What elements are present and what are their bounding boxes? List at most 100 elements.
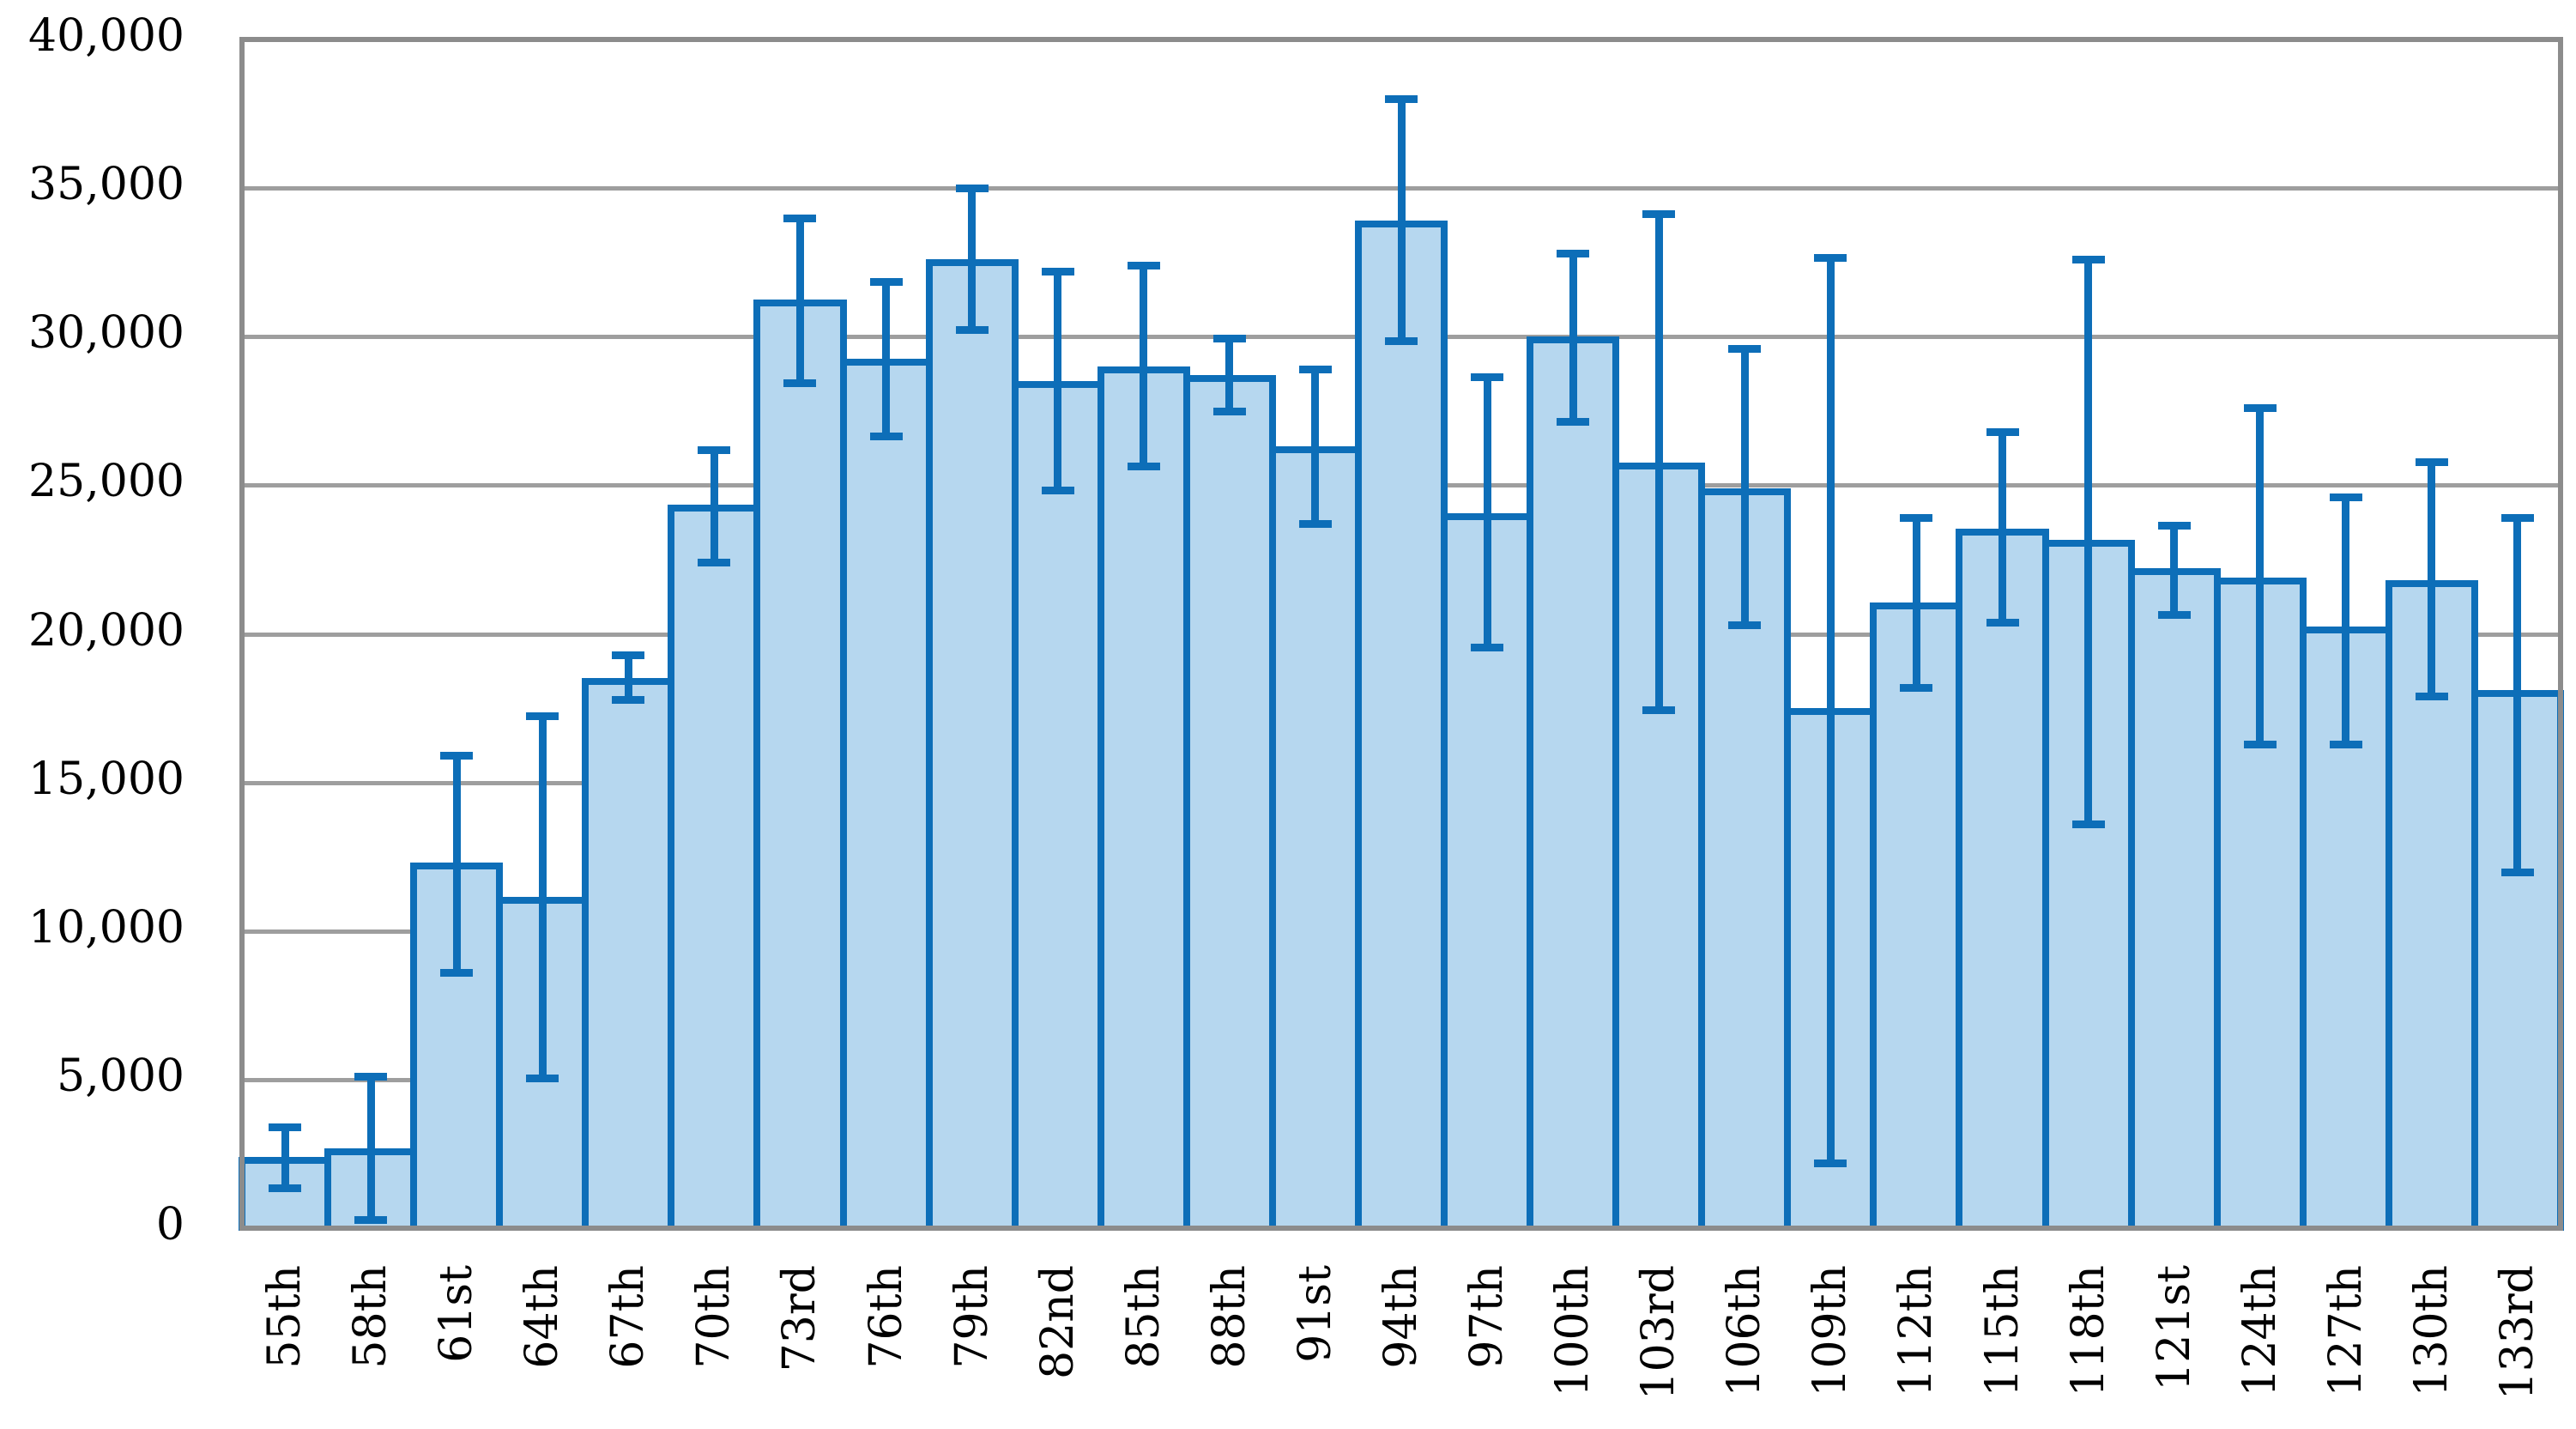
error-bar-line [1140, 265, 1148, 466]
error-bar-line [968, 188, 977, 330]
error-bar-cap-bottom [955, 325, 989, 334]
y-tick-label: 5,000 [57, 1050, 184, 1102]
error-bar-cap-bottom [698, 559, 731, 567]
y-tick-label: 20,000 [28, 604, 184, 657]
bar [839, 359, 933, 1231]
error-bar-cap-bottom [1127, 462, 1160, 470]
error-bar-cap-top [1728, 345, 1762, 354]
error-bar-cap-top [440, 752, 474, 760]
error-bar-line [795, 217, 804, 383]
error-bar-line [710, 449, 718, 563]
error-bar-cap-top [869, 278, 903, 287]
error-bar-cap-bottom [2157, 610, 2191, 619]
error-bar-cap-top [1557, 250, 1590, 258]
error-bar-cap-bottom [1642, 705, 1676, 714]
x-tick-label-text: 94th [1376, 1265, 1427, 1369]
error-bar-line [2342, 497, 2350, 744]
x-tick-label-text: 88th [1203, 1265, 1255, 1369]
x-tick-label-text: 109th [1805, 1265, 1857, 1397]
y-tick-label: 35,000 [28, 159, 184, 211]
error-bar-cap-bottom [2071, 820, 2105, 829]
x-tick-label-text: 70th [688, 1265, 741, 1369]
error-bar-cap-top [2243, 404, 2277, 413]
error-bar-cap-top [1471, 372, 1504, 381]
bar [1011, 381, 1104, 1231]
error-bar-line [2428, 461, 2436, 697]
error-bar-cap-top [612, 651, 645, 659]
x-tick-label-text: 127th [2319, 1265, 2372, 1397]
bar [1527, 336, 1620, 1231]
error-bar-cap-top [1041, 268, 1074, 276]
error-bar-cap-top [1986, 428, 2019, 437]
x-tick-label-text: 118th [2062, 1265, 2114, 1397]
x-axis-line [239, 1226, 2563, 1231]
error-bar-line [1999, 432, 2007, 622]
error-bar-line [2256, 408, 2265, 744]
bar [925, 259, 1019, 1231]
error-bar-cap-top [1385, 95, 1418, 104]
x-tick-label-text: 76th [860, 1265, 912, 1369]
error-bar-line [281, 1127, 289, 1189]
error-bar-cap-bottom [1986, 618, 2019, 627]
error-bar-cap-bottom [269, 1184, 302, 1193]
y-axis-line [239, 39, 245, 1228]
error-bar-cap-bottom [869, 433, 903, 441]
error-bar-cap-top [269, 1123, 302, 1132]
error-bar-cap-bottom [2500, 868, 2534, 876]
x-tick-label-text: 58th [345, 1265, 397, 1369]
error-bar-cap-top [783, 214, 817, 222]
x-tick-label-text: 115th [1976, 1265, 2029, 1397]
plot-right-border [2558, 39, 2563, 1228]
error-bar-cap-bottom [1298, 520, 1332, 529]
error-bar-cap-top [1212, 334, 1246, 342]
error-bar-cap-bottom [1900, 683, 1933, 692]
error-bar-cap-top [1642, 209, 1676, 218]
x-tick-label-text: 82nd [1031, 1265, 1084, 1379]
bar [1182, 375, 1276, 1231]
error-bar-cap-bottom [440, 969, 474, 978]
error-bar-cap-bottom [1041, 486, 1074, 494]
error-bar-line [1740, 348, 1749, 626]
error-bar-cap-top [1127, 262, 1160, 270]
error-bar-line [538, 715, 547, 1079]
bar [668, 504, 761, 1231]
x-tick-label-text: 97th [1461, 1265, 1514, 1369]
error-bar-line [1225, 337, 1234, 411]
plot-top-border [239, 37, 2563, 42]
error-bar-cap-bottom [1212, 407, 1246, 415]
error-bar-cap-bottom [612, 695, 645, 704]
x-tick-label-text: 100th [1547, 1265, 1599, 1397]
error-bar-line [2513, 518, 2522, 872]
x-tick-label-text: 130th [2405, 1265, 2458, 1397]
error-bar-cap-bottom [2243, 740, 2277, 748]
error-bar-cap-top [2329, 493, 2362, 502]
x-tick-label-text: 91st [1289, 1265, 1341, 1363]
error-bar-line [366, 1076, 375, 1220]
error-bar-line [882, 282, 891, 437]
error-bar-line [1397, 99, 1406, 342]
bar [1870, 602, 1963, 1231]
x-tick-label-text: 121st [2148, 1265, 2200, 1391]
error-bar-cap-top [2157, 522, 2191, 530]
x-tick-label-text: 106th [1719, 1265, 1771, 1397]
x-tick-label-text: 112th [1890, 1265, 1943, 1397]
error-bar-cap-bottom [783, 378, 817, 387]
x-tick-label-text: 64th [517, 1265, 569, 1369]
error-bar-line [1654, 213, 1663, 710]
error-bar-line [1569, 253, 1577, 421]
error-bar-cap-top [2071, 256, 2105, 264]
y-tick-label: 30,000 [28, 307, 184, 360]
error-bar-line [1311, 369, 1320, 524]
error-bar-line [624, 654, 632, 699]
error-bar-cap-top [698, 445, 731, 454]
error-bar-line [452, 755, 461, 973]
error-bar-cap-top [1298, 366, 1332, 374]
error-bar-cap-bottom [2415, 693, 2448, 701]
error-bar-line [1826, 257, 1835, 1163]
bar [1097, 366, 1190, 1231]
bar [753, 299, 847, 1231]
error-bar-cap-bottom [354, 1215, 388, 1224]
error-bar-line [1912, 518, 1920, 687]
bar [1354, 221, 1448, 1231]
